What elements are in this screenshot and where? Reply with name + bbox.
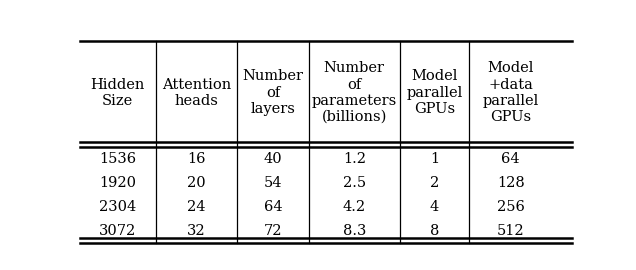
Text: 1.2: 1.2	[343, 152, 366, 166]
Text: 4: 4	[430, 200, 439, 214]
Text: 1920: 1920	[99, 176, 136, 190]
Text: 72: 72	[264, 224, 282, 238]
Text: Number
of
layers: Number of layers	[242, 69, 303, 116]
Text: 1: 1	[430, 152, 439, 166]
Text: 2: 2	[430, 176, 439, 190]
Text: 512: 512	[497, 224, 525, 238]
Text: 128: 128	[497, 176, 525, 190]
Text: 2.5: 2.5	[343, 176, 366, 190]
Text: 20: 20	[187, 176, 206, 190]
Text: 2304: 2304	[99, 200, 136, 214]
Text: 4.2: 4.2	[343, 200, 366, 214]
Text: 16: 16	[188, 152, 206, 166]
Text: Model
+data
parallel
GPUs: Model +data parallel GPUs	[483, 61, 539, 124]
Text: 64: 64	[501, 152, 520, 166]
Text: 40: 40	[264, 152, 282, 166]
Text: Hidden
Size: Hidden Size	[90, 77, 145, 108]
Text: 64: 64	[264, 200, 282, 214]
Text: 32: 32	[187, 224, 206, 238]
Text: 3072: 3072	[99, 224, 136, 238]
Text: Attention
heads: Attention heads	[162, 77, 232, 108]
Text: 54: 54	[264, 176, 282, 190]
Text: 24: 24	[188, 200, 206, 214]
Text: Model
parallel
GPUs: Model parallel GPUs	[406, 69, 462, 116]
Text: Number
of
parameters
(billions): Number of parameters (billions)	[312, 61, 397, 124]
Text: 256: 256	[497, 200, 525, 214]
Text: 1536: 1536	[99, 152, 136, 166]
Text: 8: 8	[430, 224, 439, 238]
Text: 8.3: 8.3	[343, 224, 366, 238]
